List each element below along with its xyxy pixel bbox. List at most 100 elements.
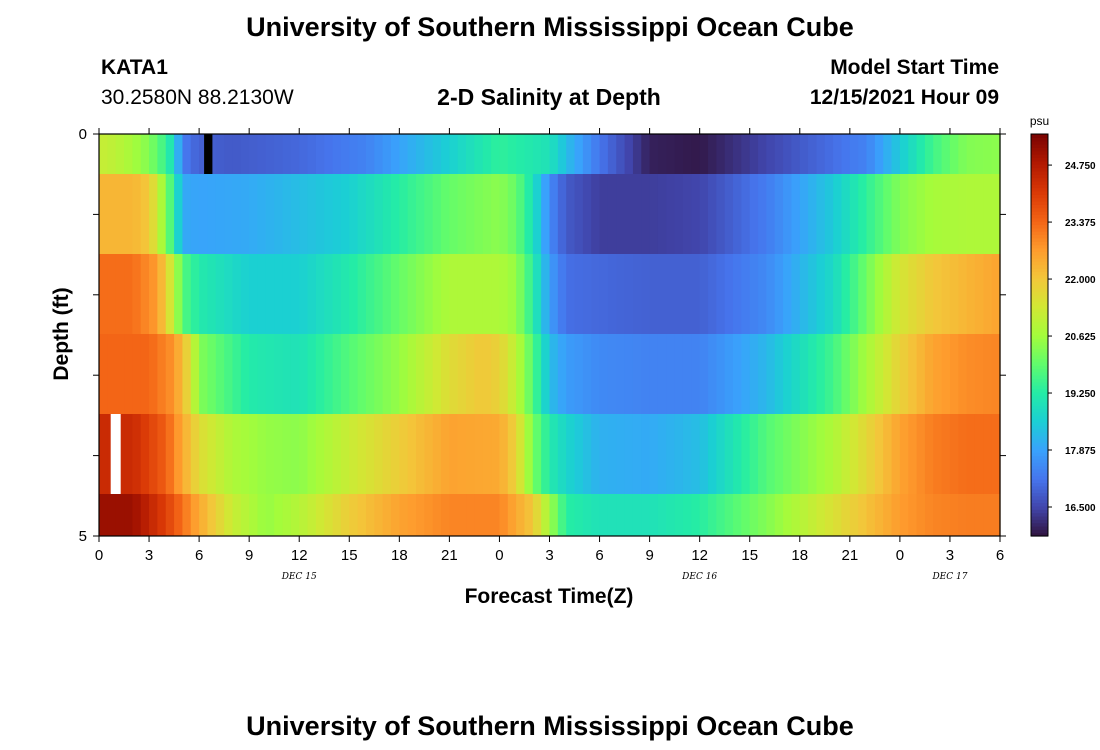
heatmap-cell bbox=[607, 134, 617, 174]
heatmap-cell bbox=[390, 414, 400, 494]
heatmap-cell bbox=[374, 494, 384, 536]
heatmap-cell bbox=[482, 334, 492, 414]
heatmap-cell bbox=[774, 334, 784, 414]
heatmap-cell bbox=[491, 334, 501, 414]
heatmap-cell bbox=[257, 134, 267, 174]
heatmap-cell bbox=[699, 334, 709, 414]
heatmap-cell bbox=[390, 334, 400, 414]
heatmap-cell bbox=[941, 494, 951, 536]
colorbar: psu 24.750 23.375 22.000 20.625 19.250 17.875 1… bbox=[1030, 114, 1096, 537]
heatmap-cell bbox=[716, 254, 726, 334]
heatmap-cell bbox=[774, 174, 784, 254]
x-tick-label: 3 bbox=[946, 547, 954, 564]
heatmap-cell bbox=[215, 414, 225, 494]
heatmap-cell bbox=[641, 334, 651, 414]
heatmap-cell bbox=[949, 494, 959, 536]
heatmap-cell bbox=[207, 414, 217, 494]
heatmap-cell bbox=[557, 494, 567, 536]
heatmap-cell bbox=[424, 134, 434, 174]
heatmap-cell bbox=[407, 414, 417, 494]
heatmap-cell bbox=[758, 334, 767, 414]
heatmap-cell bbox=[866, 254, 876, 334]
heatmap-cell bbox=[482, 134, 492, 174]
heatmap-cell bbox=[115, 174, 125, 254]
heatmap-cell bbox=[307, 414, 317, 494]
heatmap-cell bbox=[916, 174, 926, 254]
heatmap-cell bbox=[307, 254, 317, 334]
heatmap-cell bbox=[841, 254, 851, 334]
colorbar-segment bbox=[1031, 251, 1048, 256]
heatmap-cell bbox=[849, 494, 859, 536]
heatmap-cell bbox=[315, 174, 325, 254]
heatmap-cell bbox=[641, 134, 651, 174]
heatmap-cell bbox=[841, 134, 851, 174]
heatmap-cell bbox=[357, 334, 367, 414]
heatmap-cell bbox=[649, 414, 659, 494]
heatmap-cell bbox=[516, 254, 526, 334]
colorbar-segment bbox=[1031, 291, 1048, 296]
colorbar-segment bbox=[1031, 211, 1048, 215]
heatmap-cell bbox=[541, 414, 551, 494]
colorbar-segment bbox=[1031, 345, 1048, 349]
heatmap-cell bbox=[991, 334, 1001, 414]
colorbar-segment bbox=[1031, 375, 1048, 380]
heatmap-cell bbox=[866, 414, 876, 494]
heatmap-cell bbox=[457, 334, 467, 414]
heatmap-cell bbox=[749, 494, 759, 536]
heatmap-cell bbox=[466, 134, 476, 174]
heatmap-cell bbox=[657, 414, 667, 494]
colorbar-segment bbox=[1031, 234, 1048, 239]
heatmap-cell bbox=[340, 134, 350, 174]
heatmap-cell bbox=[933, 174, 943, 254]
heatmap-cell bbox=[507, 134, 517, 174]
heatmap-cell bbox=[290, 254, 300, 334]
heatmap-cell bbox=[499, 174, 509, 254]
colorbar-segment bbox=[1031, 237, 1048, 242]
heatmap-cell bbox=[224, 254, 234, 334]
heatmap-cell bbox=[199, 134, 209, 174]
heatmap-cell bbox=[249, 134, 259, 174]
heatmap-cell bbox=[849, 334, 859, 414]
heatmap-cell bbox=[866, 134, 876, 174]
heatmap-cell bbox=[340, 254, 350, 334]
heatmap-cell bbox=[549, 174, 559, 254]
colorbar-segment bbox=[1031, 422, 1048, 427]
heatmap-cell bbox=[449, 494, 459, 536]
heatmap-cell bbox=[549, 134, 559, 174]
heatmap-cell bbox=[599, 494, 609, 536]
heatmap-cell bbox=[724, 134, 734, 174]
heatmap-cell bbox=[733, 174, 742, 254]
heatmap-cell bbox=[908, 174, 918, 254]
heatmap-cell bbox=[899, 174, 909, 254]
heatmap-cell bbox=[249, 334, 259, 414]
heatmap-cell bbox=[332, 414, 342, 494]
colorbar-segment bbox=[1031, 485, 1048, 490]
heatmap-cell bbox=[240, 134, 250, 174]
heatmap-cell bbox=[908, 494, 918, 536]
heatmap-cell bbox=[924, 174, 934, 254]
heatmap-cell bbox=[140, 254, 150, 334]
heatmap-cell bbox=[582, 254, 592, 334]
heatmap-cell bbox=[883, 134, 893, 174]
colorbar-segment bbox=[1031, 495, 1048, 500]
heatmap-cell bbox=[390, 174, 400, 254]
colorbar-segment bbox=[1031, 294, 1048, 299]
x-tick-label: 6 bbox=[195, 547, 203, 564]
heatmap-cell bbox=[474, 494, 484, 536]
heatmap-cell bbox=[966, 414, 976, 494]
heatmap-cell bbox=[549, 494, 559, 536]
heatmap-cell bbox=[983, 414, 993, 494]
colorbar-segment bbox=[1031, 154, 1048, 159]
heatmap-cell bbox=[182, 254, 192, 334]
colorbar-segment bbox=[1031, 348, 1048, 353]
heatmap-cell bbox=[824, 414, 834, 494]
heatmap-cell bbox=[808, 414, 818, 494]
heatmap-cell bbox=[516, 494, 526, 536]
colorbar-label: 20.625 bbox=[1065, 332, 1096, 343]
heatmap-cell bbox=[507, 174, 517, 254]
heatmap-cell bbox=[657, 494, 667, 536]
heatmap-cell bbox=[791, 494, 801, 536]
colorbar-segment bbox=[1031, 331, 1048, 336]
heatmap-cell bbox=[482, 414, 492, 494]
heatmap-cell bbox=[265, 254, 275, 334]
